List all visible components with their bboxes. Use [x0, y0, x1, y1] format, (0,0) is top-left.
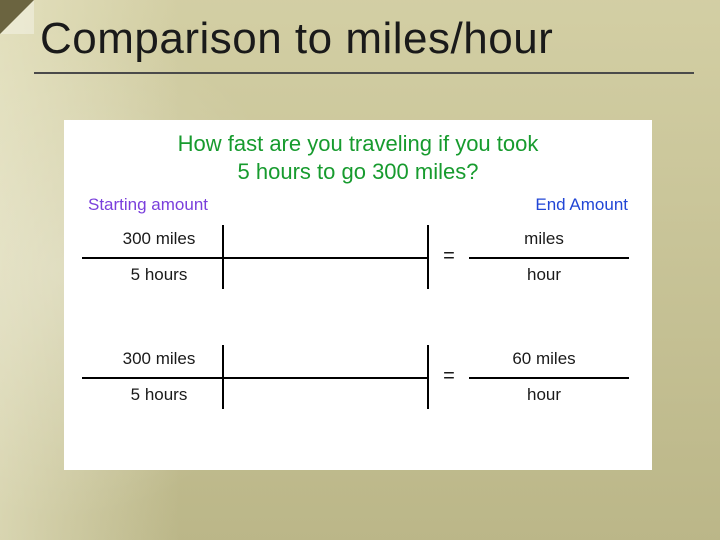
calc2-left-denominator: 5 hours — [94, 385, 224, 405]
calc2-left-numerator: 300 miles — [94, 349, 224, 369]
end-amount-label: End Amount — [535, 195, 628, 215]
calc1-left-numerator: 300 miles — [94, 229, 224, 249]
starting-amount-label: Starting amount — [88, 195, 208, 215]
calc1-right-numerator: miles — [469, 229, 619, 249]
corner-fold — [0, 0, 34, 34]
fraction-bar-left — [82, 257, 429, 259]
question-text: How fast are you traveling if you took 5… — [82, 130, 634, 185]
calc1-equals: = — [429, 245, 469, 268]
title-underline — [34, 72, 694, 74]
fraction-bar-left — [82, 377, 429, 379]
question-line-1: How fast are you traveling if you took — [178, 131, 539, 156]
calculation-row-2: 300 miles 5 hours = 60 miles hour — [82, 345, 634, 423]
column-labels: Starting amount End Amount — [88, 195, 628, 215]
slide-title: Comparison to miles/hour — [40, 14, 553, 64]
content-panel: How fast are you traveling if you took 5… — [64, 120, 652, 470]
calculation-row-1: 300 miles 5 hours = miles hour — [82, 225, 634, 303]
calc2-right-denominator: hour — [469, 385, 619, 405]
fraction-bar-right — [469, 257, 629, 259]
calc2-right-numerator: 60 miles — [469, 349, 619, 369]
calc2-equals: = — [429, 365, 469, 388]
calc1-left-denominator: 5 hours — [94, 265, 224, 285]
fraction-bar-right — [469, 377, 629, 379]
calc1-right-denominator: hour — [469, 265, 619, 285]
question-line-2: 5 hours to go 300 miles? — [238, 159, 479, 184]
